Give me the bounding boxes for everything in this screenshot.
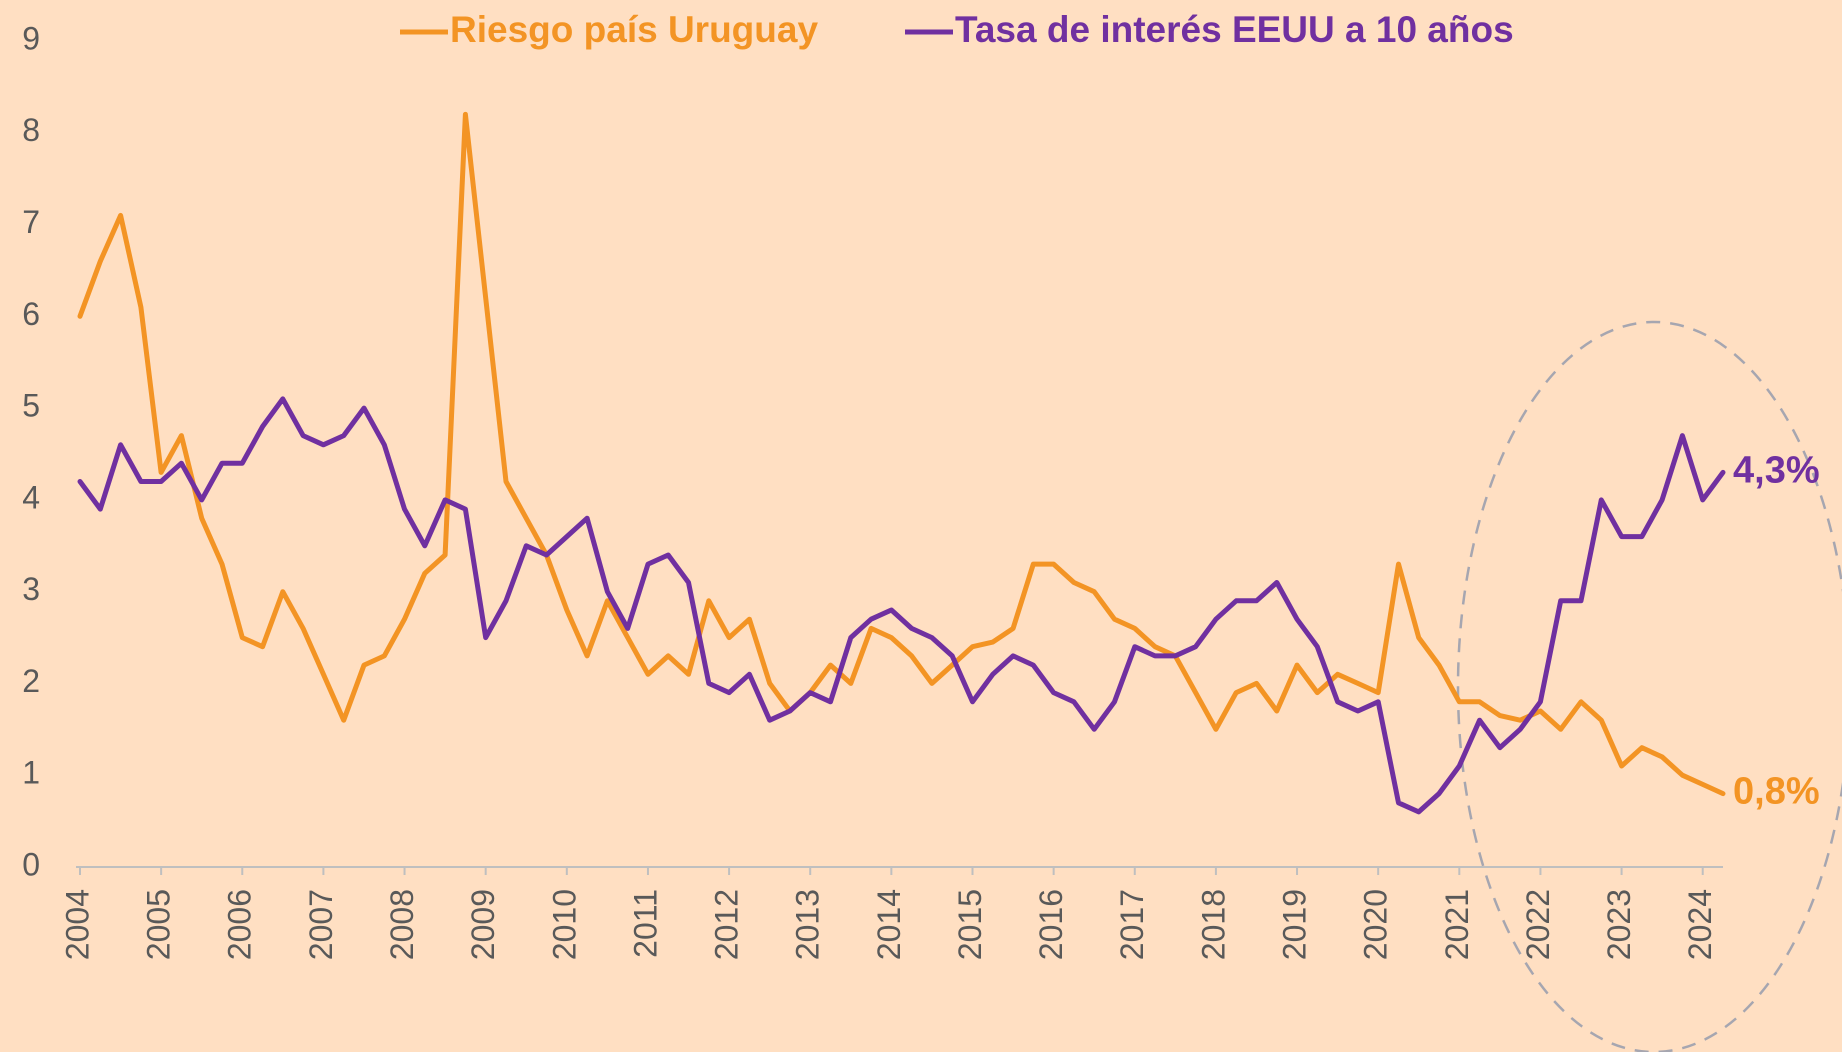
x-tick-label: 2018 — [1195, 889, 1231, 960]
x-tick-label: 2015 — [952, 889, 988, 960]
x-tick-label: 2006 — [222, 889, 258, 960]
x-tick-label: 2017 — [1114, 889, 1150, 960]
y-tick-label: 9 — [22, 20, 40, 56]
x-tick-label: 2019 — [1276, 889, 1312, 960]
x-tick-label: 2007 — [303, 889, 339, 960]
x-tick-label: 2023 — [1601, 889, 1637, 960]
highlight-ellipse — [1456, 320, 1842, 1052]
y-tick-label: 8 — [22, 112, 40, 148]
x-tick-label: 2005 — [141, 889, 177, 960]
x-tick-label: 2014 — [871, 889, 907, 960]
x-tick-label: 2022 — [1520, 889, 1556, 960]
x-tick-label: 2021 — [1439, 889, 1475, 960]
line-series — [77, 111, 1726, 797]
y-tick-label: 0 — [22, 846, 40, 882]
y-tick-label: 4 — [22, 479, 40, 515]
legend-label: Tasa de interés EEUU a 10 años — [955, 9, 1514, 50]
x-tick-label: 2010 — [546, 889, 582, 960]
x-tick-label: 2013 — [790, 889, 826, 960]
x-tick-label: 2011 — [627, 889, 663, 958]
y-tick-label: 5 — [22, 388, 40, 424]
y-tick-label: 3 — [22, 571, 40, 607]
y-tick-label: 2 — [22, 663, 40, 699]
x-tick-label: 2024 — [1682, 889, 1718, 960]
y-tick-label: 7 — [22, 204, 40, 240]
line-series — [77, 396, 1726, 815]
x-tick-label: 2012 — [709, 889, 745, 960]
legend-label: Riesgo país Uruguay — [450, 9, 818, 50]
y-tick-label: 1 — [22, 755, 40, 791]
value-label: 4,3% — [1733, 449, 1820, 491]
x-tick-label: 2009 — [465, 889, 501, 960]
y-tick-label: 6 — [22, 296, 40, 332]
value-label: 0,8% — [1733, 771, 1820, 813]
x-tick-label: 2008 — [384, 889, 420, 960]
x-tick-label: 2016 — [1033, 889, 1069, 960]
x-tick-label: 2004 — [59, 889, 95, 960]
x-tick-label: 2020 — [1358, 889, 1394, 960]
